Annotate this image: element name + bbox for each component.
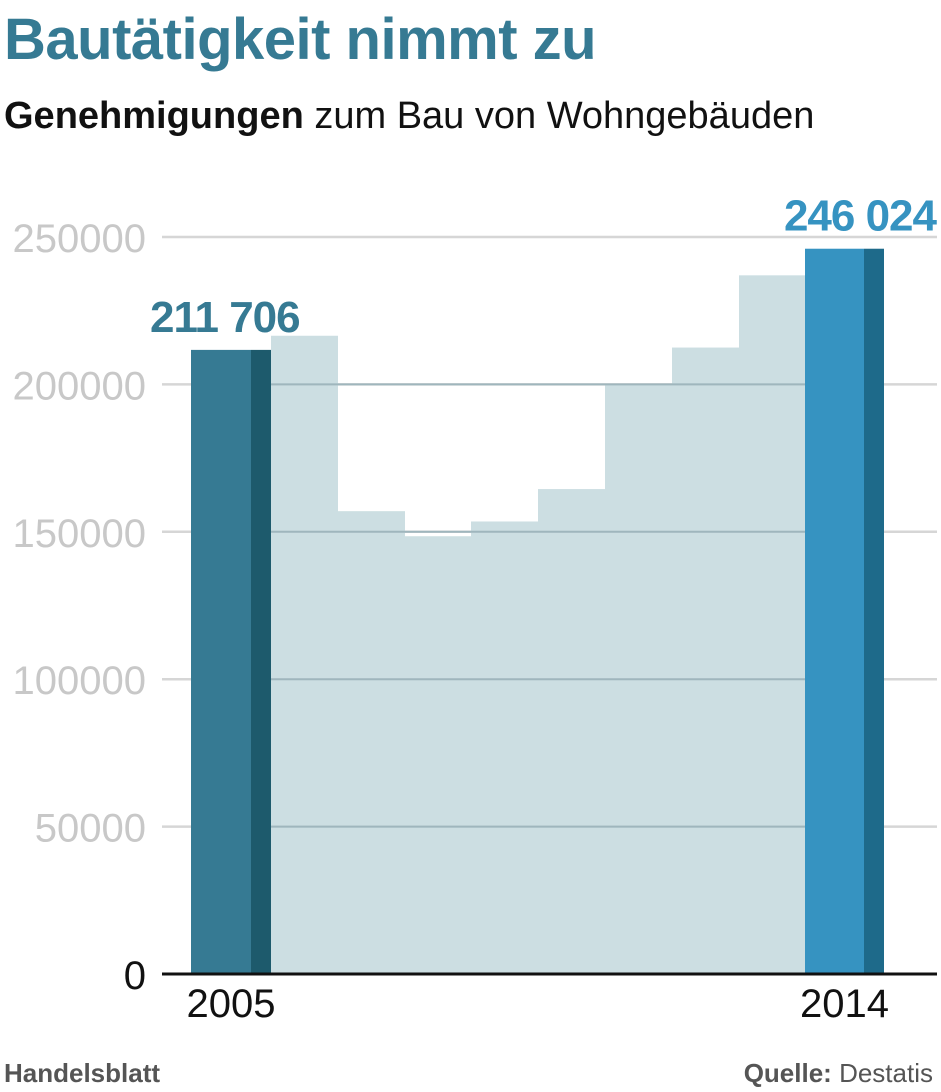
publisher-label: Handelsblatt	[4, 1058, 161, 1088]
bar-2012	[672, 347, 739, 974]
y-tick-label-4: 200000	[13, 364, 146, 408]
bar-2010	[538, 489, 605, 974]
bar-side-2014	[864, 248, 884, 974]
chart-subtitle: Genehmigungen zum Bau von Wohngebäuden	[4, 92, 814, 140]
y-tick-label-2: 100000	[13, 659, 146, 703]
y-tick-label-5: 250000	[13, 217, 146, 261]
data-label-first: 211 706	[150, 293, 300, 342]
bar-2009	[471, 521, 538, 974]
x-tick-label-first: 2005	[187, 982, 276, 1026]
bar-chart: 0 50000 100000 150000 200000 250000 2005 2014 21…	[13, 192, 939, 1026]
x-tick-label-last: 2014	[800, 982, 889, 1026]
bar-2005	[191, 349, 251, 974]
source-credit: Quelle: Destatis	[744, 1056, 933, 1090]
y-tick-label-0: 0	[124, 954, 146, 998]
source-label: Quelle:	[743, 1058, 832, 1088]
y-tick-label-1: 50000	[35, 807, 146, 851]
bar-2007	[338, 511, 405, 974]
y-tick-label-3: 150000	[13, 512, 146, 556]
chart-title: Bautätigkeit nimmt zu	[4, 7, 597, 72]
bar-2013	[739, 275, 805, 975]
source-value: Destatis	[831, 1058, 933, 1088]
bar-2008	[405, 536, 471, 974]
data-label-last: 246 024	[784, 192, 938, 241]
subtitle-strong: Genehmigungen	[4, 95, 304, 137]
bar-side-2005	[251, 349, 271, 974]
subtitle-rest: zum Bau von Wohngebäuden	[303, 95, 815, 137]
bar-2006	[271, 335, 338, 974]
bar-2014	[805, 248, 864, 974]
